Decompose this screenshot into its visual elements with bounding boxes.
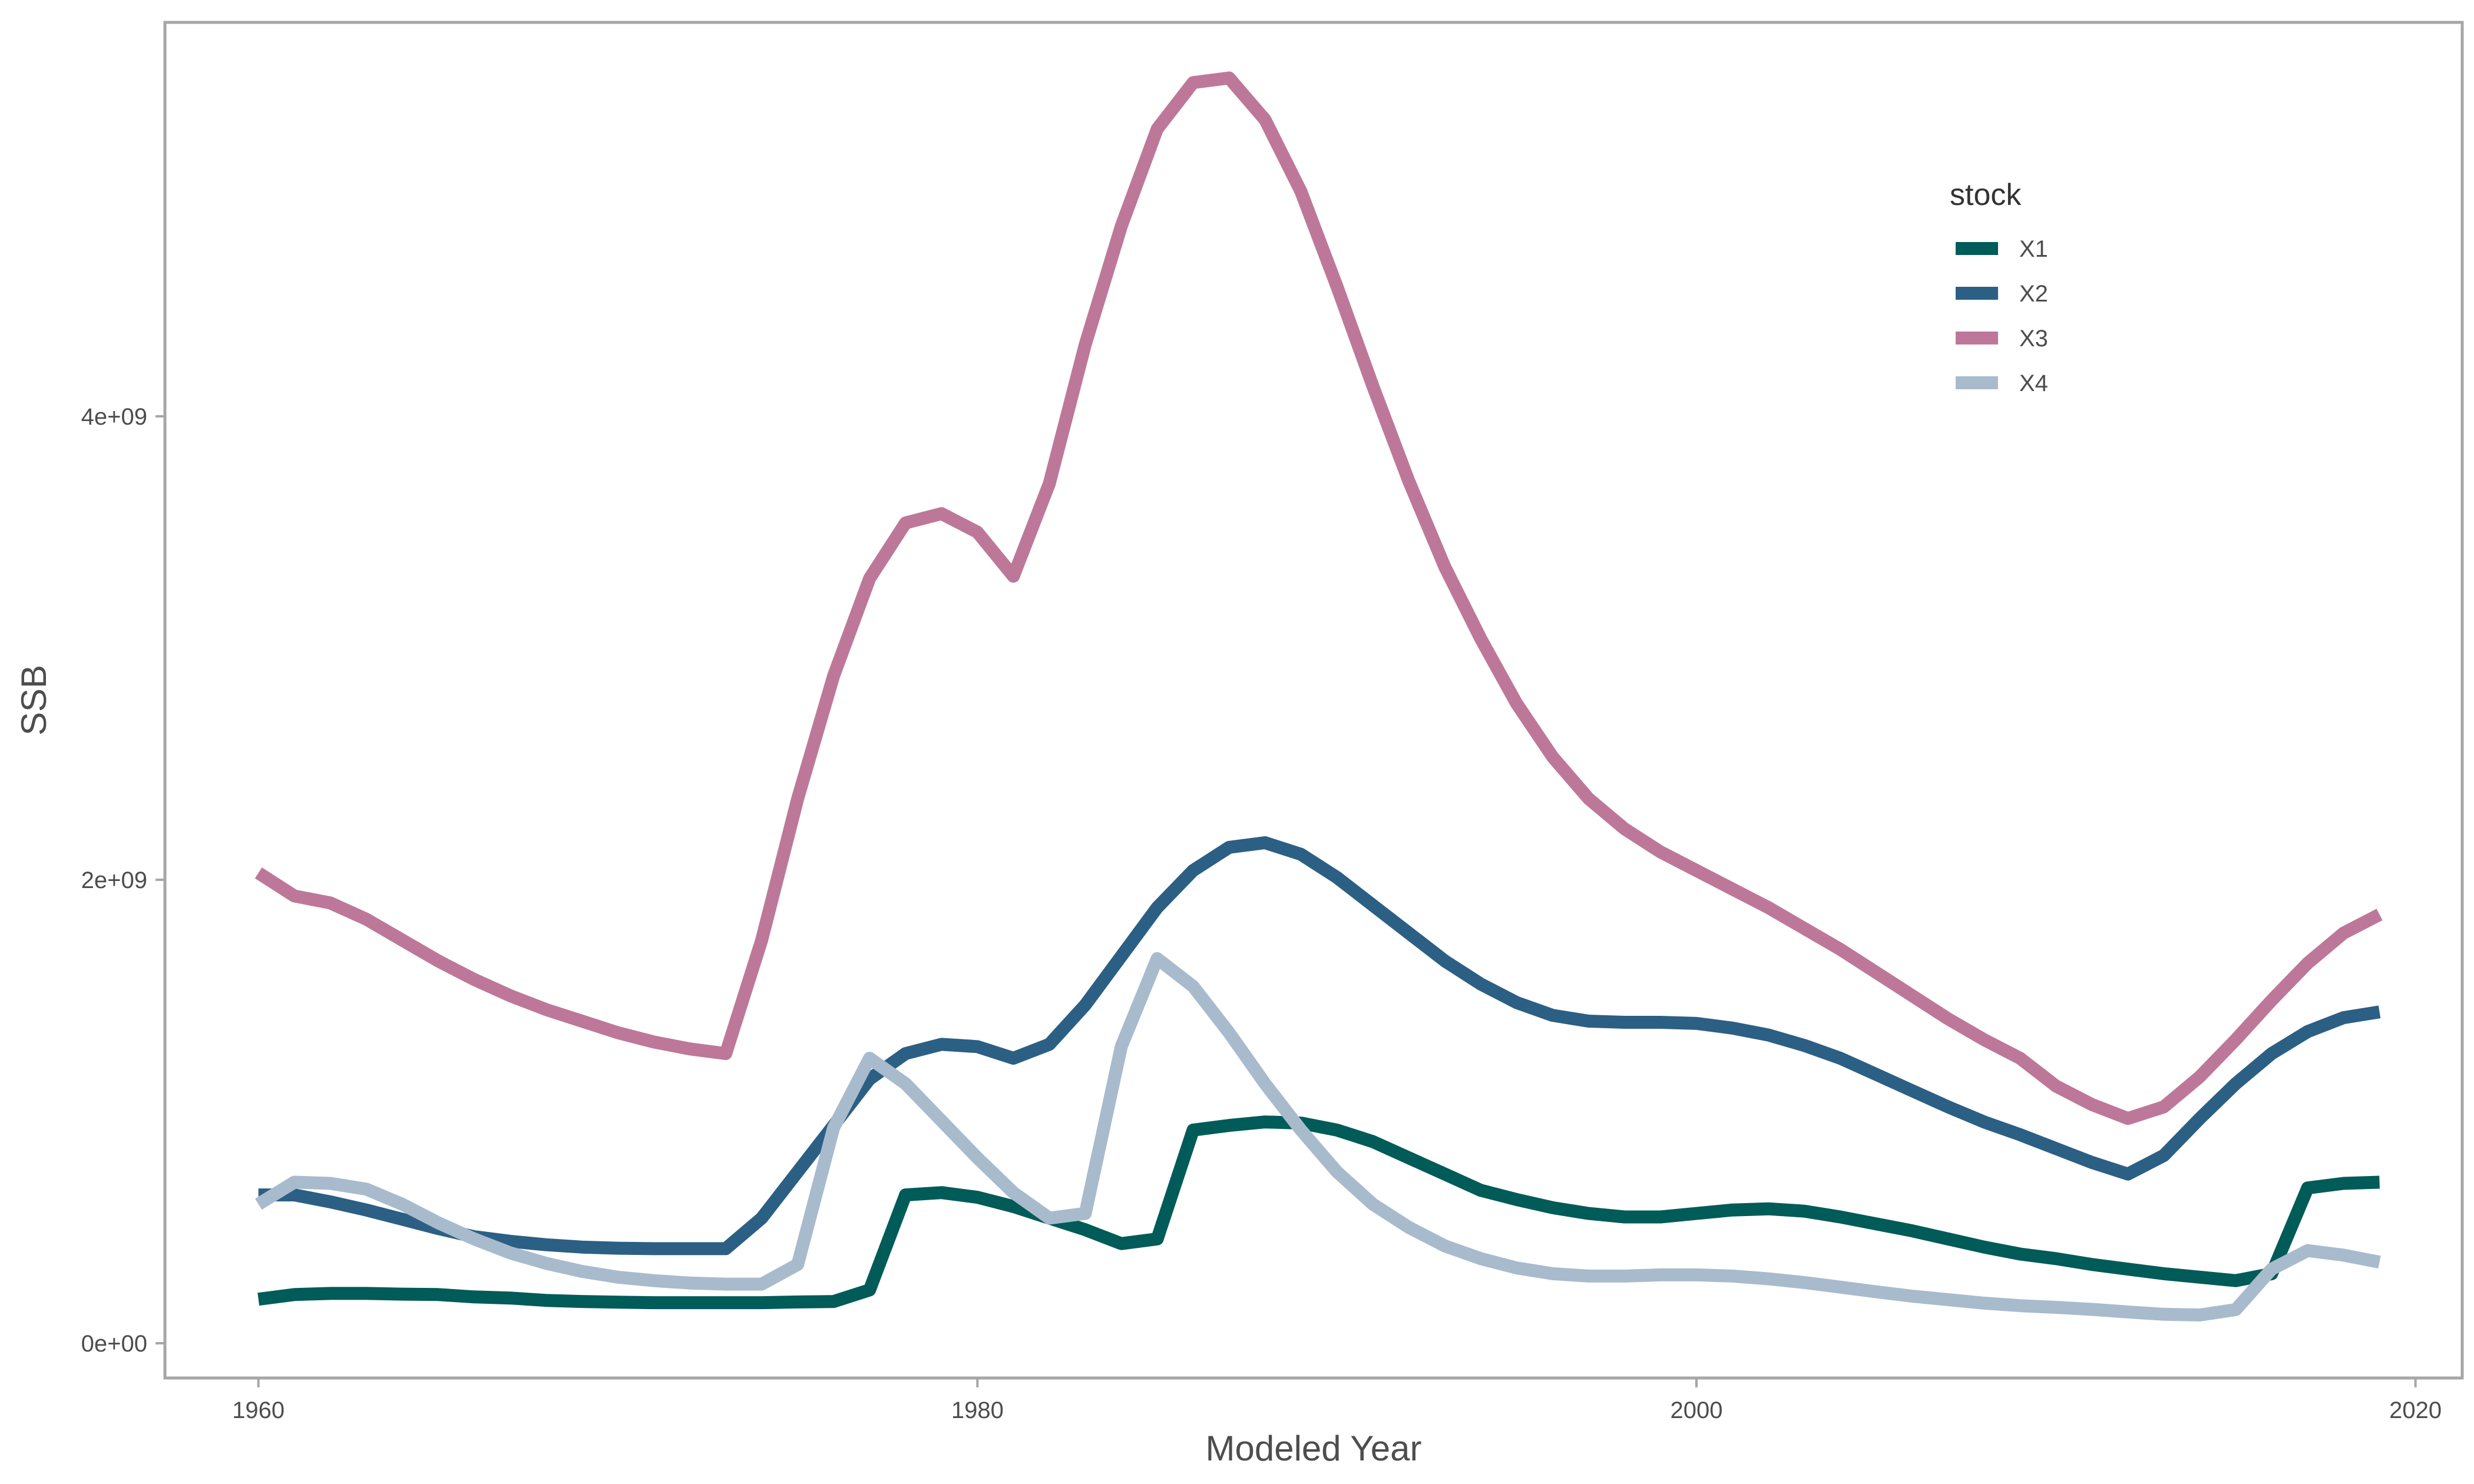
x-tick-label: 1960 — [232, 1397, 285, 1423]
y-tick-label: 2e+09 — [81, 867, 147, 893]
series-line-x4 — [254, 952, 2381, 1321]
x-axis-title: Modeled Year — [1206, 1429, 1422, 1468]
y-tick-label: 0e+00 — [81, 1331, 147, 1357]
y-axis-title: SSB — [14, 665, 54, 736]
series-layer — [254, 71, 2383, 1321]
series-line-x1 — [257, 1115, 2380, 1310]
x-tick-label: 2000 — [1671, 1397, 1723, 1423]
y-axis: 0e+00 2e+09 4e+09 — [81, 404, 165, 1357]
legend-label-x2: X2 — [2019, 281, 2048, 307]
legend: stock X1 X2 X3 X4 — [1950, 178, 2048, 396]
series-line-x3 — [254, 71, 2383, 1125]
x-tick-label: 1980 — [951, 1397, 1004, 1423]
legend-title: stock — [1950, 178, 2022, 212]
legend-label-x1: X1 — [2019, 236, 2048, 262]
series-line-x2 — [258, 836, 2381, 1256]
x-tick-label: 2020 — [2389, 1397, 2442, 1423]
x-axis: 1960 1980 2000 2020 — [232, 1378, 2442, 1423]
legend-label-x3: X3 — [2019, 326, 2048, 352]
y-tick-label: 4e+09 — [81, 404, 147, 430]
legend-label-x4: X4 — [2019, 370, 2048, 396]
